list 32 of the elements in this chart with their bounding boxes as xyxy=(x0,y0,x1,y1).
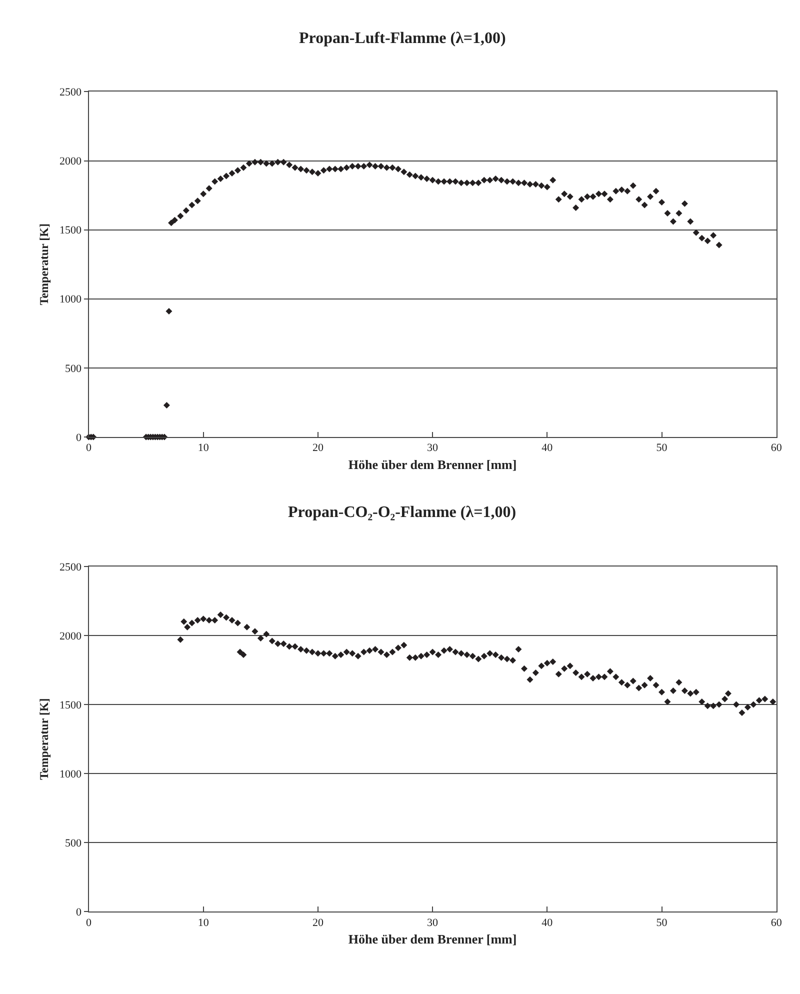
x-tick-label: 40 xyxy=(542,916,554,929)
x-tick-label: 20 xyxy=(312,916,324,929)
y-tick-label: 2000 xyxy=(60,630,82,642)
x-axis-title: Höhe über dem Brenner [mm] xyxy=(348,456,517,472)
y-tick-label: 1500 xyxy=(60,224,82,237)
chart-title: Propan-Luft-Flamme (λ=1,00) xyxy=(299,30,506,47)
x-tick-label: 10 xyxy=(198,916,210,929)
x-tick-label: 0 xyxy=(86,916,92,929)
x-tick-label: 10 xyxy=(198,442,210,454)
y-tick-label: 500 xyxy=(65,362,82,375)
x-tick-label: 40 xyxy=(542,442,554,454)
y-tick-label: 1000 xyxy=(60,768,82,780)
x-tick-label: 60 xyxy=(770,442,782,454)
x-tick-label: 50 xyxy=(656,916,668,929)
y-tick-label: 500 xyxy=(65,837,82,850)
x-axis-title: Höhe über dem Brenner [mm] xyxy=(348,931,517,946)
y-tick-label: 2000 xyxy=(60,156,82,168)
x-tick-label: 20 xyxy=(312,442,324,454)
y-tick-label: 2500 xyxy=(60,561,82,574)
y-tick-label: 2500 xyxy=(60,86,82,99)
y-axis-title: Temperatur [K] xyxy=(36,698,51,780)
chart-title: Propan-CO₂-O₂-Flamme (λ=1,00) xyxy=(288,504,516,521)
x-tick-label: 30 xyxy=(427,916,439,929)
y-tick-label: 1000 xyxy=(60,294,82,306)
y-tick-label: 1500 xyxy=(60,699,82,712)
x-tick-label: 0 xyxy=(86,442,92,454)
x-tick-label: 50 xyxy=(656,442,668,454)
x-tick-label: 30 xyxy=(427,442,439,454)
y-axis-title: Temperatur [K] xyxy=(36,224,51,306)
y-tick-label: 0 xyxy=(76,906,82,919)
x-tick-label: 60 xyxy=(770,916,782,929)
y-tick-label: 0 xyxy=(76,432,82,444)
